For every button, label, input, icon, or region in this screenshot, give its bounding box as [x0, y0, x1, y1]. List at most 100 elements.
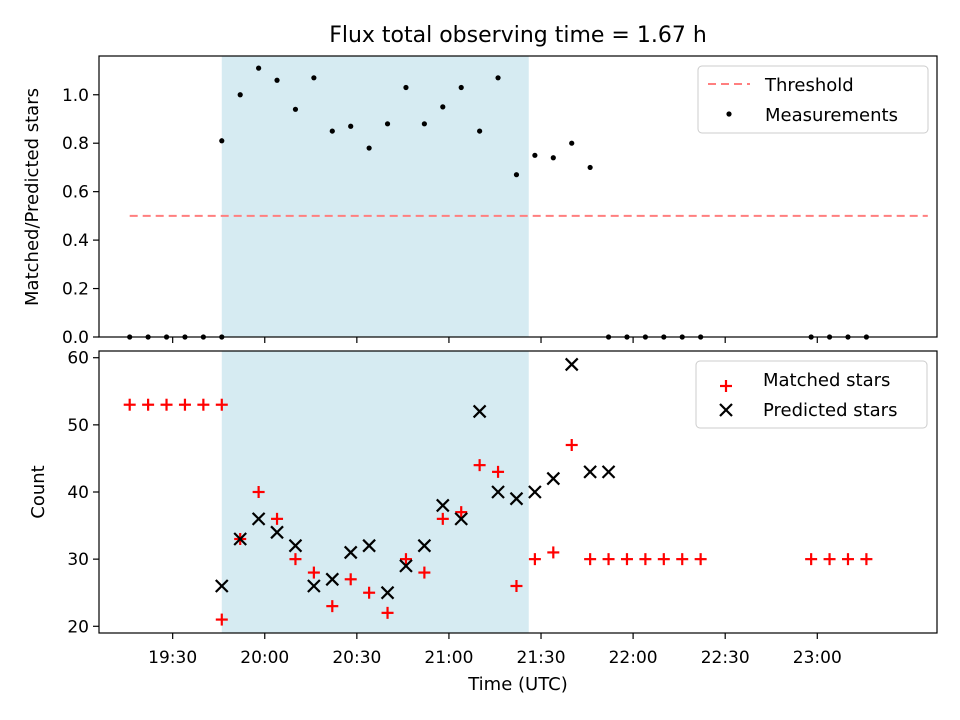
top-y-tick-label: 0.2	[62, 280, 89, 300]
bottom-x-axis: 19:30 20:00 20:30 21:00 21:30 22:00 22:30 23:00	[148, 633, 842, 668]
legend-predicted-label: Predicted stars	[763, 400, 897, 421]
predicted-star-point	[509, 491, 524, 506]
predicted-star-point	[270, 525, 284, 540]
measurement-point	[237, 92, 243, 98]
predicted-star-point	[233, 532, 247, 546]
top-y-tick-label: 0.0	[62, 328, 89, 348]
measurement-point	[421, 121, 427, 127]
top-y-tick-label: 0.6	[62, 183, 89, 203]
x-tick-label: 21:30	[517, 648, 566, 668]
measurement-point	[256, 65, 262, 71]
top-plot-panel: 0.0 0.2 0.4 0.6 0.8 1.0 Matched/Predicted sta…	[22, 55, 938, 348]
predicted-star-point	[380, 585, 395, 600]
predicted-star-point	[251, 512, 266, 526]
matched-star-point	[418, 566, 431, 579]
top-y-tick-label: 0.4	[62, 231, 89, 251]
measurement-point	[348, 123, 354, 129]
legend-matched-label: Matched stars	[763, 370, 890, 391]
predicted-stars-points	[215, 357, 616, 600]
matched-star-point	[492, 465, 505, 478]
bottom-y-tick-label: 40	[67, 483, 89, 503]
matched-star-point	[252, 486, 265, 498]
predicted-star-point	[583, 465, 597, 479]
matched-star-point	[565, 439, 578, 451]
predicted-star-point	[546, 471, 561, 486]
matched-star-point	[805, 553, 818, 566]
predicted-star-point	[399, 559, 413, 573]
measurement-points	[127, 65, 869, 340]
matched-star-point	[657, 553, 670, 566]
bottom-y-axis-label: Count	[28, 465, 49, 518]
predicted-star-point	[472, 404, 487, 419]
matched-star-point	[197, 398, 210, 411]
matched-star-point	[307, 566, 320, 579]
measurement-point	[458, 84, 464, 91]
measurement-point	[274, 77, 280, 83]
top-x-ticks	[172, 337, 818, 343]
matched-star-point	[178, 398, 191, 411]
predicted-star-point	[491, 485, 505, 499]
matched-star-point	[547, 546, 560, 559]
matched-star-point	[289, 553, 302, 566]
matched-star-point	[344, 573, 357, 586]
measurement-point	[384, 121, 391, 127]
bottom-legend-box	[695, 360, 928, 429]
measurement-point	[495, 75, 501, 81]
top-y-axis-label: Matched/Predicted stars	[22, 88, 43, 306]
matched-star-point	[602, 553, 615, 566]
top-legend: Threshold Measurements	[697, 65, 929, 134]
matched-star-point	[620, 553, 633, 566]
measurement-point	[311, 75, 317, 81]
predicted-star-point	[454, 512, 468, 526]
matched-star-point	[399, 553, 412, 566]
matched-star-point	[860, 553, 873, 566]
matched-star-point	[473, 459, 486, 472]
x-tick-label: 19:30	[148, 648, 197, 668]
top-plot-frame	[98, 55, 938, 338]
top-y-tick-label: 1.0	[62, 86, 89, 106]
predicted-star-point	[215, 579, 229, 593]
top-legend-box	[697, 65, 929, 134]
chart-title: Flux total observing time = 1.67 h	[329, 23, 707, 48]
matched-star-point	[123, 398, 136, 411]
bottom-y-tick-label: 20	[67, 617, 89, 637]
predicted-star-point	[564, 357, 579, 372]
matched-star-point	[142, 398, 155, 411]
matched-star-point	[271, 512, 284, 525]
predicted-star-point	[343, 545, 358, 560]
bottom-legend: Matched stars Predicted stars	[695, 360, 928, 429]
measurement-point	[219, 138, 225, 144]
measurement-point	[569, 140, 575, 146]
x-tick-label: 22:30	[701, 648, 750, 668]
bottom-y-tick-label: 30	[67, 550, 89, 570]
matched-star-point	[455, 506, 468, 519]
matched-legend-marker	[720, 380, 732, 392]
matched-star-point	[676, 553, 689, 566]
predicted-legend-marker	[719, 403, 733, 417]
measurement-legend-marker	[726, 111, 732, 117]
x-tick-label: 23:00	[793, 648, 842, 668]
matched-star-point	[215, 398, 228, 411]
matched-star-point	[584, 553, 597, 566]
top-y-axis: 0.0 0.2 0.4 0.6 0.8 1.0	[62, 86, 99, 348]
predicted-star-point	[601, 465, 616, 479]
matched-star-point	[510, 580, 523, 592]
predicted-star-point	[307, 579, 321, 593]
x-tick-label: 20:30	[332, 648, 381, 668]
bottom-y-tick-label: 50	[67, 416, 89, 436]
measurement-point	[440, 104, 446, 110]
matched-star-point	[436, 512, 449, 525]
bottom-shaded-span	[221, 351, 529, 633]
matched-star-point	[363, 586, 376, 599]
matched-star-point	[381, 606, 394, 619]
legend-threshold-label: Threshold	[764, 75, 854, 96]
predicted-star-point	[325, 572, 340, 587]
bottom-y-axis: 20 30 40 50 60	[67, 349, 99, 637]
matched-star-point	[639, 553, 652, 566]
predicted-star-point	[288, 538, 303, 553]
measurement-point	[403, 84, 409, 91]
measurement-point	[477, 128, 483, 134]
top-shaded-span	[221, 56, 529, 337]
measurement-point	[513, 172, 520, 178]
